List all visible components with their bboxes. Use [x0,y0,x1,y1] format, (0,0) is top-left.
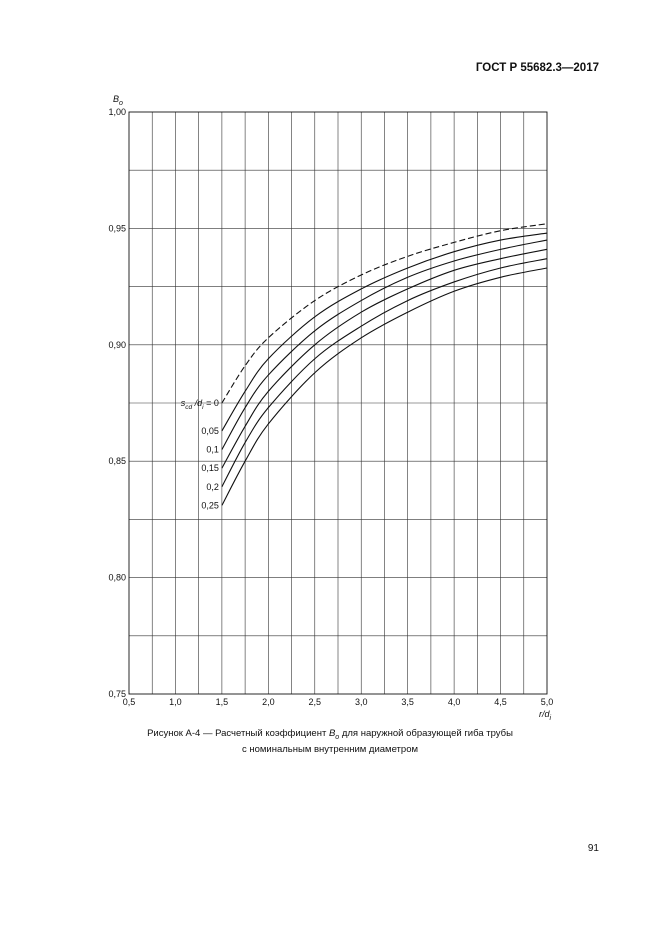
y-axis-label-main: B [113,94,119,104]
series-line-3 [221,248,548,469]
y-tick-label: 0,80 [108,573,126,583]
x-tick-label: 4,5 [494,697,507,707]
series-label: 0,2 [206,482,219,492]
x-tick-label: 5,0 [541,697,554,707]
y-tick-label: 0,95 [108,223,126,233]
x-tick-label: 0,5 [123,697,136,707]
series-label: 0,15 [201,463,219,473]
series-label-d: d [197,398,203,408]
series-lines [221,223,548,506]
series-label-value: 0 [214,398,219,408]
x-axis-label-main: r/d [539,709,550,719]
grid [129,112,547,694]
page-number: 91 [587,843,599,854]
series-label: scd /di = 0 [181,398,219,411]
caption-symbol: B [328,728,336,739]
document-header: ГОСТ Р 55682.3—2017 [475,62,599,74]
y-tick-label: 1,00 [108,107,126,117]
x-axis-label: r/di [539,709,552,722]
caption-text-after: для наружной образующей гиба трубы [339,728,513,739]
figure-caption: Рисунок А-4 — Расчетный коэффициент Bo д… [100,728,560,756]
x-tick-label: 2,5 [309,697,322,707]
caption-line-2: с номинальным внутренним диаметром [241,743,419,755]
series-label-d-sub: i [202,404,204,411]
plot-frame [128,111,548,695]
y-axis-label-sub: o [119,100,123,107]
x-tick-label: 4,0 [448,697,461,707]
x-tick-label: 1,5 [216,697,229,707]
series-label: 0,25 [201,500,219,510]
x-tick-label: 1,0 [169,697,182,707]
axes: 0,5 1,0 1,5 2,0 2,5 3,0 3,5 4,0 4,5 5,0 0,75 0,80 0,… [108,94,553,722]
series-line-5 [221,267,548,506]
series-label-eq: = [204,398,214,408]
series-label: 0,1 [206,445,219,455]
x-tick-label: 3,5 [401,697,414,707]
y-axis-label: Bo [113,94,123,107]
series-line-1 [221,232,548,432]
caption-symbol-sub: o [335,733,340,741]
series-label-s-sub: cd [185,404,192,411]
series-label: 0,05 [201,426,219,436]
caption-text-before: Рисунок А-4 — Расчетный коэффициент [147,728,329,739]
series-line-0 [221,223,548,404]
caption-line-1: Рисунок А-4 — Расчетный коэффициент Bo д… [100,728,560,744]
series-line-2 [221,239,548,450]
y-tick-label: 0,90 [108,340,126,350]
series-labels: scd /di = 0 0,05 0,1 0,15 0,2 0,25 [181,398,219,510]
series-label-s: s [181,398,186,408]
series-label-slash: / [192,398,199,408]
y-tick-label: 0,75 [108,689,126,699]
x-tick-label: 3,0 [355,697,368,707]
x-tick-label: 2,0 [262,697,275,707]
series-line-4 [221,258,548,488]
x-axis-label-sub: i [550,715,552,722]
y-tick-label: 0,85 [108,456,126,466]
